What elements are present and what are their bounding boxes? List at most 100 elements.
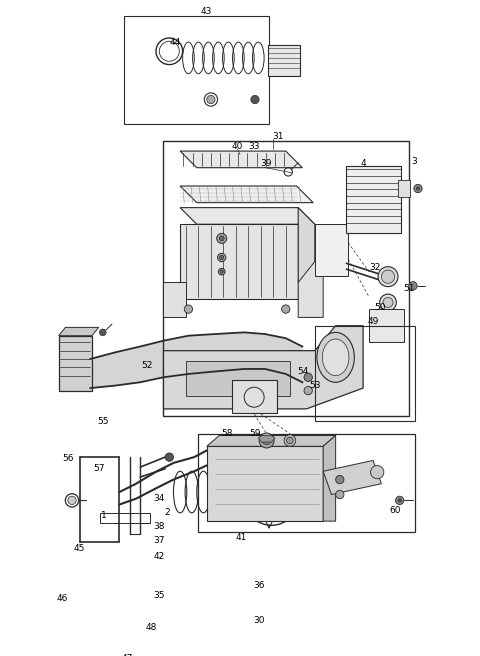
Text: 37: 37 [154,536,165,544]
Circle shape [382,270,395,283]
Polygon shape [90,333,302,388]
Bar [315,326,415,421]
Polygon shape [180,186,313,203]
Circle shape [371,466,384,479]
Text: 46: 46 [56,594,68,603]
Circle shape [304,386,312,395]
Bar [232,380,277,413]
Text: 34: 34 [154,494,165,503]
Text: 49: 49 [367,317,379,326]
Circle shape [336,491,344,499]
Polygon shape [164,326,363,409]
Circle shape [68,496,76,504]
Text: 60: 60 [389,506,400,515]
Text: 54: 54 [298,367,309,376]
Circle shape [396,496,404,504]
Circle shape [99,329,106,336]
Text: 35: 35 [154,592,165,600]
Bar [198,434,415,532]
Bar [123,16,269,125]
Text: 30: 30 [253,617,265,625]
Text: 36: 36 [253,581,265,590]
Circle shape [284,435,296,446]
Text: 3: 3 [412,157,418,165]
Circle shape [269,474,274,480]
Text: 2: 2 [164,508,169,516]
Bar [164,141,409,415]
Polygon shape [180,224,298,299]
Circle shape [282,305,290,314]
Text: 45: 45 [74,544,85,553]
Text: 44: 44 [169,39,181,47]
Circle shape [304,373,312,381]
Circle shape [336,476,344,483]
Ellipse shape [323,339,349,376]
Text: 31: 31 [273,132,284,140]
Circle shape [288,507,293,512]
Polygon shape [207,436,336,446]
Polygon shape [180,208,315,224]
Text: 51: 51 [403,284,415,293]
Text: 52: 52 [141,361,153,370]
Bar [100,513,150,523]
Text: 47: 47 [121,654,132,656]
Bar [398,180,409,197]
Circle shape [414,184,422,193]
Bar [347,166,400,233]
Circle shape [259,433,274,448]
Circle shape [287,437,293,444]
Bar [369,309,404,342]
Circle shape [251,95,259,104]
Circle shape [207,95,215,104]
Circle shape [251,507,255,512]
Circle shape [184,305,192,314]
Circle shape [220,270,223,274]
Text: 39: 39 [260,159,272,168]
Circle shape [219,236,224,241]
Circle shape [218,268,225,275]
Polygon shape [164,283,186,318]
Polygon shape [298,251,323,318]
Text: 4: 4 [360,159,366,168]
Ellipse shape [317,333,354,382]
Text: 1: 1 [101,511,107,520]
Text: 42: 42 [154,552,165,562]
Circle shape [216,234,227,243]
Circle shape [217,253,226,262]
Polygon shape [298,208,315,299]
Text: 41: 41 [236,533,247,543]
Polygon shape [323,461,382,495]
Text: 33: 33 [248,142,260,152]
Circle shape [416,187,420,190]
Text: 32: 32 [369,263,381,272]
Text: 58: 58 [222,429,233,438]
Polygon shape [180,151,302,168]
Text: 50: 50 [374,303,385,312]
Text: 40: 40 [232,142,243,151]
Text: 55: 55 [97,417,108,426]
Circle shape [383,297,393,308]
Text: 59: 59 [249,429,261,438]
Polygon shape [186,361,290,396]
Circle shape [165,453,173,461]
Text: 53: 53 [309,381,321,390]
Polygon shape [59,327,98,336]
Polygon shape [323,436,336,521]
Polygon shape [315,224,348,276]
Circle shape [380,294,396,311]
Polygon shape [59,336,92,390]
Text: 43: 43 [201,7,213,16]
Text: 56: 56 [62,454,73,463]
Text: 48: 48 [145,623,156,632]
Circle shape [378,267,398,287]
Circle shape [263,436,271,445]
Polygon shape [207,446,323,521]
Bar [268,45,300,76]
Circle shape [220,255,224,260]
Circle shape [409,281,417,290]
Circle shape [398,499,401,502]
Circle shape [250,477,293,520]
Polygon shape [258,436,275,442]
Text: 57: 57 [94,464,105,473]
Text: 38: 38 [154,522,165,531]
